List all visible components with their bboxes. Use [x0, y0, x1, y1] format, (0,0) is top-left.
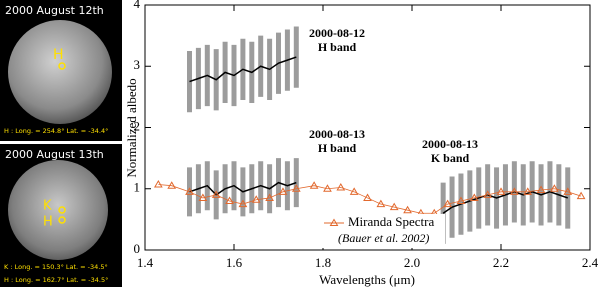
- marker-label: K: [43, 199, 52, 214]
- annotation: 2000-08-13: [309, 127, 365, 141]
- marker: [58, 206, 66, 214]
- marker: [225, 196, 234, 204]
- legend-marker: [329, 218, 339, 226]
- marker: [550, 184, 559, 192]
- x-tick-label: 2.2: [493, 255, 509, 270]
- panel-caption: H : Long. = 254.8° Lat. = -34.4°: [4, 127, 108, 135]
- legend-label: Miranda Spectra: [348, 214, 435, 229]
- marker: [323, 184, 332, 192]
- marker: [153, 179, 163, 188]
- marker: [389, 202, 399, 211]
- marker-label: H: [43, 215, 53, 230]
- x-tick-label: 1.6: [226, 255, 243, 270]
- x-tick-label: 1.4: [137, 255, 154, 270]
- marker: [496, 187, 506, 195]
- marker: [443, 199, 452, 208]
- marker: [483, 190, 493, 198]
- marker: [563, 187, 573, 195]
- annotation: K band: [431, 151, 470, 165]
- y-tick-label: 0: [134, 241, 141, 256]
- marker: [576, 191, 586, 200]
- marker: [376, 199, 386, 208]
- marker: [251, 195, 261, 203]
- marker: [211, 190, 221, 198]
- marker: [469, 193, 479, 201]
- annotation: 2000-08-12: [309, 26, 365, 40]
- moon-disk: [8, 160, 108, 260]
- annotation: H band: [318, 141, 357, 155]
- marker: [291, 184, 301, 192]
- marker: [265, 193, 274, 201]
- series-line: [189, 181, 297, 196]
- x-tick-label: 2.0: [404, 255, 420, 270]
- y-tick-label: 2: [134, 118, 141, 133]
- marker: [536, 185, 546, 193]
- x-tick-label: 1.8: [315, 255, 331, 270]
- marker: [523, 187, 533, 195]
- panel-caption: H : Long. = 162.7° Lat. = -34.5°: [4, 276, 108, 284]
- marker: [198, 193, 208, 201]
- legend-note: (Bauer et al. 2002): [338, 231, 429, 245]
- x-axis-label: Wavelengths (μm): [319, 272, 415, 287]
- y-tick-label: 1: [134, 180, 141, 195]
- panel-title: 2000 August 12th: [5, 4, 104, 17]
- annotation: H band: [318, 40, 357, 54]
- y-tick-label: 4: [134, 0, 141, 11]
- marker: [336, 183, 346, 191]
- marker: [309, 181, 319, 189]
- marker: [185, 187, 194, 195]
- annotation: 2000-08-13: [422, 137, 478, 151]
- marker: [403, 205, 412, 214]
- marker: [238, 199, 248, 208]
- marker: [456, 196, 466, 204]
- legend-box: [320, 214, 445, 248]
- x-tick-label: 2.4: [582, 255, 599, 270]
- marker: [58, 62, 66, 70]
- marker: [167, 181, 177, 189]
- moon-disk: [8, 20, 112, 124]
- marker-label: H: [53, 47, 64, 63]
- panel-caption: K : Long. = 150.3° Lat. = -34.5°: [4, 263, 108, 271]
- marker: [349, 187, 359, 195]
- marker: [278, 187, 288, 195]
- marker: [363, 193, 372, 201]
- panel-title: 2000 August 13th: [5, 148, 104, 161]
- marker: [509, 187, 519, 195]
- marker: [58, 216, 66, 224]
- series-line: [189, 56, 297, 83]
- y-tick-label: 3: [134, 57, 141, 72]
- y-axis-label: Normalized albedo: [124, 78, 139, 177]
